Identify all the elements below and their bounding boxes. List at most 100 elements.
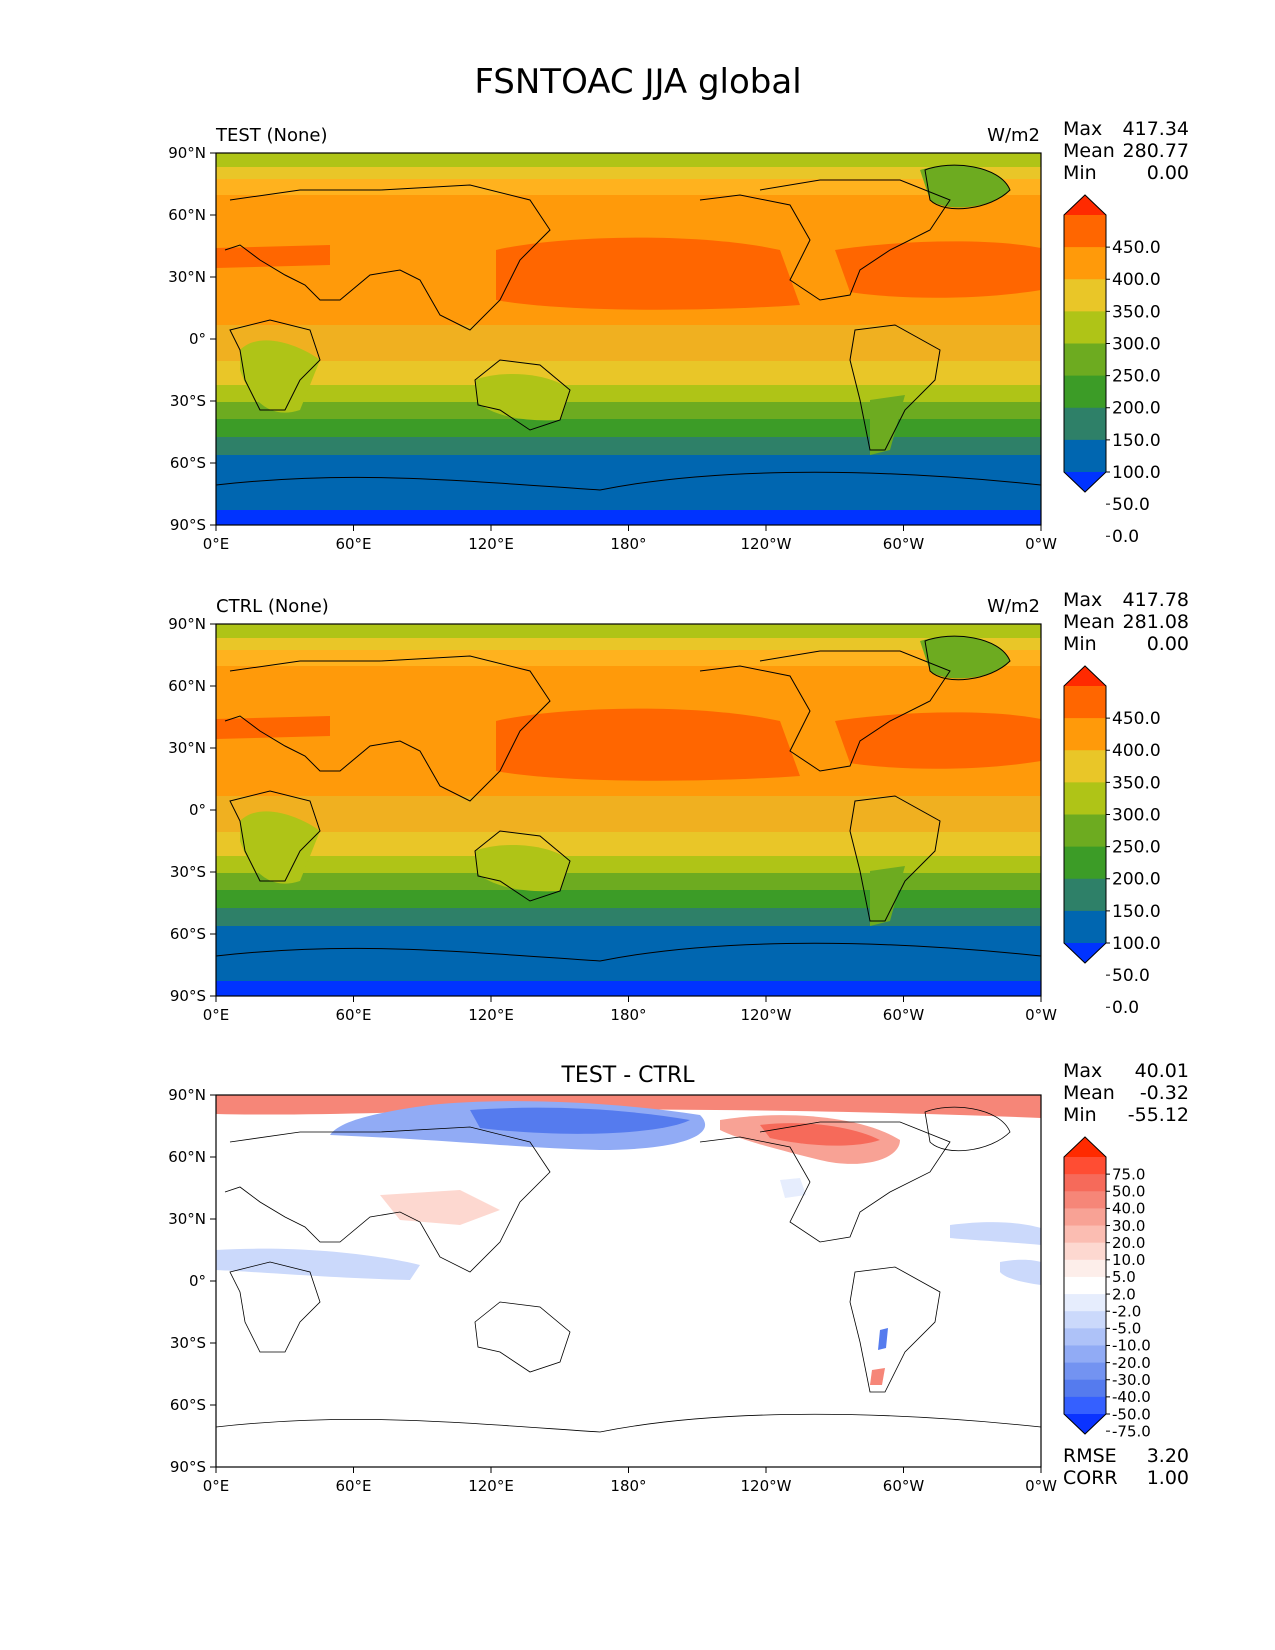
colorbar-extend-max xyxy=(1064,1137,1106,1157)
figure-title: FSNTOAC JJA global xyxy=(474,62,801,102)
colorbar-label: 50.0 xyxy=(1112,1183,1145,1201)
x-tick-label: 120°W xyxy=(741,1477,792,1495)
x-tick-label: 0°W xyxy=(1025,535,1057,553)
y-tick-label: 60°N xyxy=(168,206,206,224)
colorbar-label: -10.0 xyxy=(1112,1337,1151,1355)
y-tick-label: 90°N xyxy=(168,144,206,162)
colorbar-band xyxy=(1064,439,1106,473)
panel-test-units: W/m2 xyxy=(987,125,1040,146)
colorbar-label: 50.0 xyxy=(1112,495,1150,515)
colorbar-band xyxy=(1064,814,1106,848)
colorbar-band xyxy=(1064,1345,1106,1364)
colorbar-label: 300.0 xyxy=(1112,805,1161,825)
colorbar-extend-max xyxy=(1064,666,1106,686)
stats-test: Max 417.34 Mean 280.77 Min 0.00 xyxy=(1063,118,1189,184)
colorbar-band xyxy=(1064,1242,1106,1261)
colorbar-band xyxy=(1064,750,1106,783)
colorbar-band xyxy=(1064,279,1106,312)
x-tick-label: 120°W xyxy=(741,1006,792,1024)
colorbar-label: 20.0 xyxy=(1112,1234,1145,1252)
colorbar-band xyxy=(1064,215,1106,248)
colorbar-label: -2.0 xyxy=(1112,1302,1141,1320)
stat-rmse-value: 3.20 xyxy=(1147,1445,1189,1467)
colorbar-label: 0.0 xyxy=(1112,527,1139,547)
colorbar-label: 350.0 xyxy=(1112,302,1161,322)
y-tick-label: 60°N xyxy=(168,677,206,695)
x-tick-label: 60°E xyxy=(335,535,371,553)
stat-max-value: 417.34 xyxy=(1123,118,1189,140)
colorbar-label: 200.0 xyxy=(1112,870,1161,890)
colorbar-band xyxy=(1064,1362,1106,1381)
map-ctrl xyxy=(216,624,1041,996)
x-tick-label: 60°W xyxy=(883,535,925,553)
colorbar-band xyxy=(1064,311,1106,344)
colorbar-band xyxy=(1064,1191,1106,1209)
colorbar-label: 40.0 xyxy=(1112,1200,1145,1218)
colorbar-extend-max xyxy=(1064,195,1106,215)
panel-test-left-title: TEST (None) xyxy=(215,125,328,146)
panel-test: TEST (None) W/m2 xyxy=(168,118,1189,553)
x-tick-label: 0°W xyxy=(1025,1006,1057,1024)
y-tick-label: 60°S xyxy=(170,925,206,943)
colorbar-label: 100.0 xyxy=(1112,463,1161,483)
colorbar-band xyxy=(1064,1225,1106,1244)
y-tick-label: 0° xyxy=(189,801,206,819)
stat-max-value: 417.78 xyxy=(1123,589,1189,611)
colorbar-band xyxy=(1064,1311,1106,1329)
axis-ticks-test: 0°E 60°E 120°E 180° 120°W 60°W 0°W 90°N 60°N 30°N… xyxy=(168,144,1057,553)
x-tick-label: 120°E xyxy=(468,1477,514,1495)
panel-ctrl-left-title: CTRL (None) xyxy=(216,596,329,617)
colorbar-band xyxy=(1064,1174,1106,1192)
stats-diff-extra: RMSE 3.20 CORR 1.00 xyxy=(1063,1445,1189,1489)
map-test xyxy=(216,153,1041,525)
colorbar-band xyxy=(1064,1396,1106,1415)
y-tick-label: 30°N xyxy=(168,739,206,757)
colorbar-label: 150.0 xyxy=(1112,902,1161,922)
x-tick-label: 60°E xyxy=(335,1477,371,1495)
stats-ctrl: Max 417.78 Mean 281.08 Min 0.00 xyxy=(1063,589,1189,655)
y-tick-label: 30°S xyxy=(170,392,206,410)
map-diff xyxy=(216,1095,1041,1467)
x-tick-label: 60°W xyxy=(883,1477,925,1495)
colorbar-band xyxy=(1064,878,1106,912)
colorbar-label: -5.0 xyxy=(1112,1320,1141,1338)
y-tick-label: 90°N xyxy=(168,615,206,633)
colorbar-band xyxy=(1064,782,1106,815)
colorbar-band xyxy=(1064,375,1106,409)
stat-max-value: 40.01 xyxy=(1135,1060,1189,1082)
y-tick-label: 0° xyxy=(189,1272,206,1290)
x-tick-label: 180° xyxy=(610,535,646,553)
colorbar-band xyxy=(1064,1157,1106,1175)
stat-corr-value: 1.00 xyxy=(1147,1467,1189,1489)
colorbar-label: 150.0 xyxy=(1112,431,1161,451)
colorbar-label: -50.0 xyxy=(1112,1405,1151,1423)
colorbar-label: -30.0 xyxy=(1112,1371,1151,1389)
y-tick-label: 90°N xyxy=(168,1086,206,1104)
colorbar-label: 450.0 xyxy=(1112,238,1161,258)
stat-corr-label: CORR xyxy=(1063,1467,1118,1489)
colorbar-extend-min xyxy=(1064,943,1106,963)
stat-max-label: Max xyxy=(1063,1060,1102,1082)
panel-ctrl-units: W/m2 xyxy=(987,596,1040,617)
colorbar-band xyxy=(1064,1328,1106,1346)
colorbar-band xyxy=(1064,846,1106,880)
stat-mean-label: Mean xyxy=(1063,1082,1115,1104)
colorbar-label: 350.0 xyxy=(1112,773,1161,793)
stat-min-value: 0.00 xyxy=(1147,162,1189,184)
colorbar-label: 250.0 xyxy=(1112,838,1161,858)
stat-mean-value: -0.32 xyxy=(1140,1082,1189,1104)
y-tick-label: 90°S xyxy=(170,1458,206,1476)
panel-diff-title: TEST - CTRL xyxy=(560,1063,695,1088)
colorbar-label: 450.0 xyxy=(1112,709,1161,729)
x-tick-label: 60°W xyxy=(883,1006,925,1024)
x-tick-label: 180° xyxy=(610,1006,646,1024)
y-tick-label: 60°S xyxy=(170,454,206,472)
x-tick-label: 180° xyxy=(610,1477,646,1495)
x-tick-label: 60°E xyxy=(335,1006,371,1024)
y-tick-label: 30°N xyxy=(168,268,206,286)
stat-rmse-label: RMSE xyxy=(1063,1445,1117,1467)
stat-min-value: 0.00 xyxy=(1147,633,1189,655)
colorbar-label: 200.0 xyxy=(1112,399,1161,419)
y-tick-label: 60°N xyxy=(168,1148,206,1166)
